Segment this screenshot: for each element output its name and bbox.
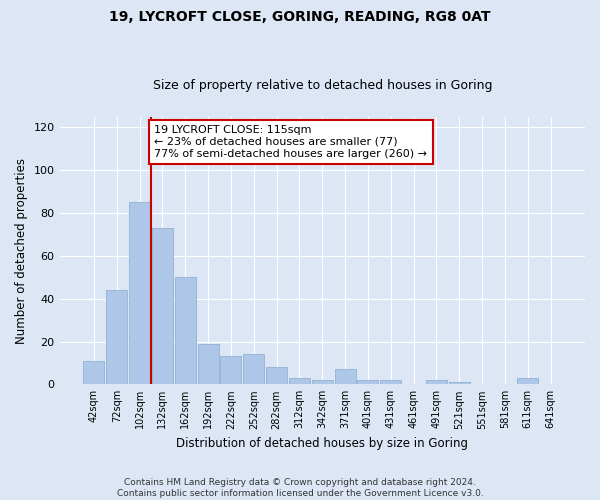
Bar xyxy=(517,378,538,384)
Bar xyxy=(335,370,356,384)
Bar xyxy=(426,380,447,384)
Bar xyxy=(106,290,127,384)
Text: 19 LYCROFT CLOSE: 115sqm
← 23% of detached houses are smaller (77)
77% of semi-d: 19 LYCROFT CLOSE: 115sqm ← 23% of detach… xyxy=(154,126,427,158)
Y-axis label: Number of detached properties: Number of detached properties xyxy=(15,158,28,344)
Bar xyxy=(312,380,333,384)
Bar xyxy=(380,380,401,384)
Bar xyxy=(152,228,173,384)
Text: Contains HM Land Registry data © Crown copyright and database right 2024.
Contai: Contains HM Land Registry data © Crown c… xyxy=(116,478,484,498)
Text: 19, LYCROFT CLOSE, GORING, READING, RG8 0AT: 19, LYCROFT CLOSE, GORING, READING, RG8 … xyxy=(109,10,491,24)
Bar xyxy=(83,361,104,384)
Bar xyxy=(266,367,287,384)
Bar xyxy=(243,354,264,384)
Bar xyxy=(129,202,150,384)
Bar xyxy=(175,278,196,384)
Bar xyxy=(197,344,218,384)
Title: Size of property relative to detached houses in Goring: Size of property relative to detached ho… xyxy=(152,79,492,92)
Bar xyxy=(358,380,379,384)
Bar xyxy=(449,382,470,384)
X-axis label: Distribution of detached houses by size in Goring: Distribution of detached houses by size … xyxy=(176,437,468,450)
Bar xyxy=(220,356,241,384)
Bar xyxy=(289,378,310,384)
